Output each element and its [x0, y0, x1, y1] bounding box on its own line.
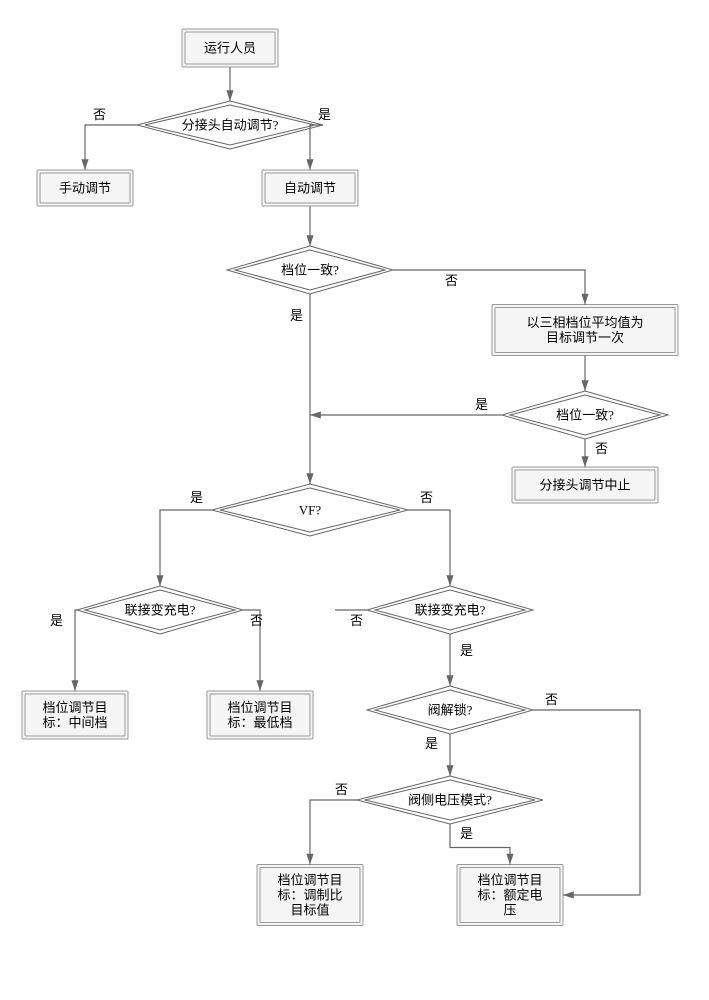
svg-text:VF?: VF?	[299, 503, 322, 518]
svg-text:否: 否	[250, 613, 263, 628]
svg-text:标：额定电: 标：额定电	[477, 888, 542, 903]
svg-text:否: 否	[445, 273, 458, 288]
svg-text:档位调节目: 档位调节目	[227, 700, 292, 715]
svg-text:是: 是	[318, 107, 331, 122]
svg-text:分接头自动调节?: 分接头自动调节?	[182, 118, 279, 133]
svg-text:运行人员: 运行人员	[204, 41, 256, 56]
svg-text:否: 否	[545, 692, 558, 707]
svg-text:以三相档位平均值为: 以三相档位平均值为	[526, 315, 643, 330]
svg-text:联接变充电?: 联接变充电?	[125, 603, 196, 618]
svg-text:档位调节目: 档位调节目	[477, 873, 542, 888]
svg-text:阀侧电压模式?: 阀侧电压模式?	[408, 793, 492, 808]
svg-text:压: 压	[503, 903, 516, 918]
svg-text:标：调制比: 标：调制比	[277, 888, 342, 903]
svg-text:否: 否	[420, 490, 433, 505]
svg-text:联接变充电?: 联接变充电?	[415, 603, 486, 618]
svg-text:目标值: 目标值	[290, 903, 329, 918]
svg-text:档位调节目: 档位调节目	[277, 873, 342, 888]
svg-text:是: 是	[290, 308, 303, 323]
svg-text:分接头调节中止: 分接头调节中止	[539, 478, 630, 493]
svg-text:是: 是	[475, 397, 488, 412]
svg-text:阀解锁?: 阀解锁?	[428, 703, 473, 718]
svg-text:档位一致?: 档位一致?	[281, 263, 339, 278]
svg-text:否: 否	[93, 107, 106, 122]
svg-text:是: 是	[190, 490, 203, 505]
svg-text:手动调节: 手动调节	[59, 181, 111, 196]
svg-text:标：最低档: 标：最低档	[227, 715, 292, 730]
svg-text:否: 否	[335, 782, 348, 797]
svg-text:自动调节: 自动调节	[284, 181, 336, 196]
svg-text:否: 否	[350, 613, 363, 628]
svg-text:是: 是	[460, 826, 473, 841]
svg-text:否: 否	[595, 441, 608, 456]
flowchart: 运行人员分接头自动调节? 手动调节 自动调节档位一致? 以三相档位平均值为目标调节一次…	[20, 20, 709, 980]
svg-text:档位一致?: 档位一致?	[556, 408, 614, 423]
svg-text:是: 是	[425, 736, 438, 751]
svg-text:标：中间档: 标：中间档	[42, 715, 107, 730]
svg-text:是: 是	[460, 643, 473, 658]
svg-text:档位调节目: 档位调节目	[42, 700, 107, 715]
svg-text:是: 是	[50, 613, 63, 628]
svg-text:目标调节一次: 目标调节一次	[546, 330, 624, 345]
